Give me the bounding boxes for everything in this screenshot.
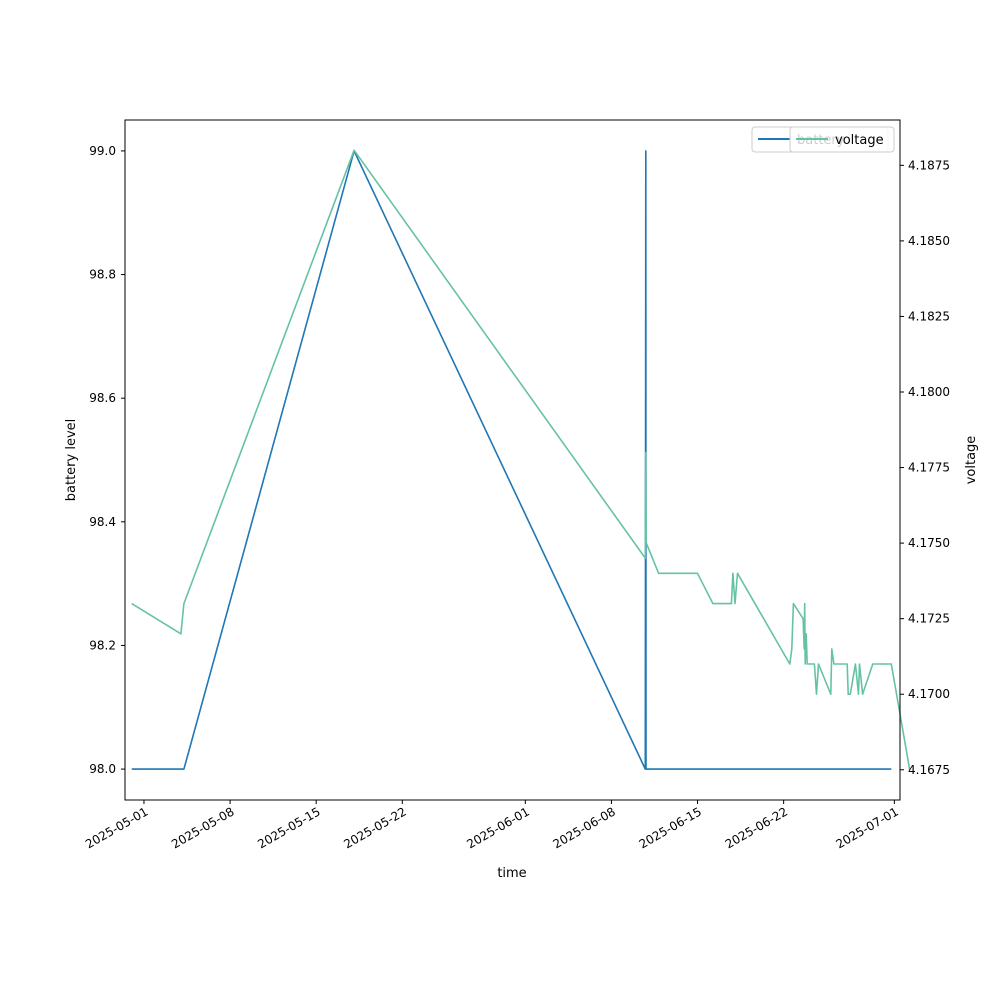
y-axis-title: battery level <box>64 419 79 502</box>
y2-tick-label-7: 4.1850 <box>908 234 950 248</box>
y2-tick-label-4: 4.1775 <box>908 461 950 475</box>
series-line-voltage <box>131 149 911 770</box>
y2-tick-label-6: 4.1825 <box>908 309 950 323</box>
y2-tick-label-3: 4.1750 <box>908 536 950 550</box>
x-tick-label-7: 2025-06-22 <box>723 804 790 851</box>
legend-voltage-label: voltage <box>835 133 884 148</box>
x-tick-label-1: 2025-05-08 <box>169 804 236 851</box>
series-layer <box>131 149 911 770</box>
plot-frame <box>124 119 901 801</box>
legend-voltage-frame <box>789 126 895 153</box>
plot-area <box>125 120 900 800</box>
y2-tick-label-8: 4.1875 <box>908 158 950 172</box>
x-tick-label-5: 2025-06-08 <box>551 804 618 851</box>
y2-tick-label-2: 4.1725 <box>908 612 950 626</box>
x-tick-label-4: 2025-06-01 <box>464 804 531 851</box>
y-tick-label-0: 98.0 <box>89 762 116 776</box>
y-tick-label-3: 98.6 <box>89 391 116 405</box>
y2-tick-label-5: 4.1800 <box>908 385 950 399</box>
x-tick-label-8: 2025-07-01 <box>833 804 900 851</box>
y-tick-label-2: 98.4 <box>89 515 116 529</box>
y-tick-label-1: 98.2 <box>89 638 116 652</box>
x-axis-title: time <box>497 866 526 881</box>
x-tick-label-3: 2025-05-22 <box>341 804 408 851</box>
y-tick-label-4: 98.8 <box>89 268 116 282</box>
x-tick-label-6: 2025-06-15 <box>637 804 704 851</box>
y2-axis-title: voltage <box>964 436 979 485</box>
y2-tick-label-0: 4.1675 <box>908 763 950 777</box>
y2-tick-label-1: 4.1700 <box>908 687 950 701</box>
y-tick-label-5: 99.0 <box>89 144 116 158</box>
x-tick-label-0: 2025-05-01 <box>83 804 150 851</box>
series-line-battery <box>131 150 892 770</box>
legend-voltage: voltage <box>789 126 895 153</box>
x-tick-label-2: 2025-05-15 <box>255 804 322 851</box>
